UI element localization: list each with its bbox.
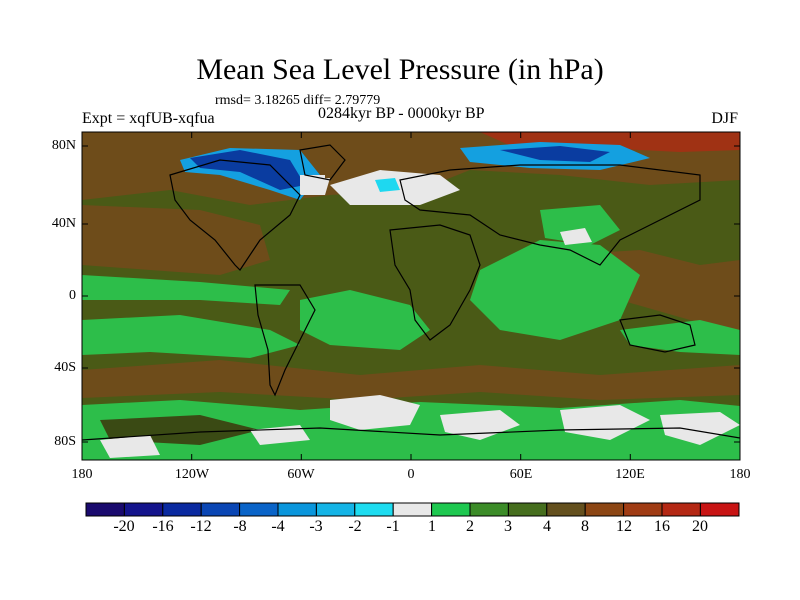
x-label-60e: 60E xyxy=(509,467,533,482)
field-green-south-pacific xyxy=(82,315,300,358)
y-label-0: 0 xyxy=(69,288,76,303)
colorbar-label-12: 4 xyxy=(543,518,551,535)
colorbar-swatch-10 xyxy=(431,502,471,517)
colorbar-label-2: -16 xyxy=(152,518,174,535)
field-green-tasman xyxy=(620,320,740,355)
x-label-120e: 120E xyxy=(615,467,645,482)
field-green-south-atlantic xyxy=(300,290,430,350)
colorbar-label-9: 1 xyxy=(428,518,436,535)
colorbar-swatch-7 xyxy=(315,502,356,517)
x-label-120w: 120W xyxy=(174,467,210,482)
coast-greenland xyxy=(299,144,346,181)
colorbar-swatch-1 xyxy=(85,502,125,517)
period-label: 0284kyr BP - 0000kyr BP xyxy=(318,105,485,122)
colorbar-swatch-3 xyxy=(162,502,202,517)
coastlines xyxy=(82,144,740,441)
field-white-amundsen xyxy=(100,435,160,458)
colorbar-swatch-13 xyxy=(546,502,586,517)
coast-africa xyxy=(389,224,481,341)
colorbar-swatch-11 xyxy=(469,502,509,517)
field-white-ross xyxy=(660,412,740,445)
colorbar-label-1: -20 xyxy=(113,518,135,535)
colorbar xyxy=(85,502,740,517)
x-label-60w: 60W xyxy=(287,467,315,482)
y-label-80n: 80N xyxy=(51,138,76,153)
colorbar-label-6: -3 xyxy=(309,518,323,535)
map-field xyxy=(82,132,740,460)
colorbar-swatch-6 xyxy=(277,502,317,517)
colorbar-swatch-12 xyxy=(507,502,548,517)
field-green-indian xyxy=(470,240,640,340)
colorbar-swatch-8 xyxy=(354,502,394,517)
coast-south-america xyxy=(254,284,316,397)
coast-australia xyxy=(619,314,696,353)
colorbar-swatch-16 xyxy=(661,502,701,517)
colorbar-swatch-14 xyxy=(584,502,625,517)
field-green-asia xyxy=(540,205,620,245)
field-white-baffin xyxy=(300,175,325,195)
field-cyan-north-atlantic xyxy=(375,178,400,192)
colorbar-label-16: 20 xyxy=(692,518,708,535)
colorbar-swatch-5 xyxy=(239,502,279,517)
x-label-0: 0 xyxy=(407,467,415,482)
coast-antarctica xyxy=(82,427,740,441)
colorbar-label-15: 16 xyxy=(654,518,670,535)
y-label-40n: 40N xyxy=(51,216,76,231)
colorbar-label-7: -2 xyxy=(348,518,362,535)
y-label-40s: 40S xyxy=(54,360,76,375)
experiment-label: Expt = xqfUB-xqfua xyxy=(82,110,215,127)
colorbar-swatch-2 xyxy=(123,502,164,517)
field-white-weddell xyxy=(330,395,420,430)
colorbar-label-10: 2 xyxy=(466,518,474,535)
colorbar-label-3: -12 xyxy=(190,518,212,535)
x-label-180-right: 180 xyxy=(729,467,751,482)
colorbar-label-4: -8 xyxy=(233,518,247,535)
field-darkblue-siberia xyxy=(500,146,610,162)
colorbar-swatch-17 xyxy=(699,502,740,517)
colorbar-label-13: 8 xyxy=(581,518,589,535)
colorbar-swatch-15 xyxy=(623,502,663,517)
coast-north-america xyxy=(169,159,301,271)
map-title: Mean Sea Level Pressure (in hPa) xyxy=(196,53,604,86)
field-white-tibet xyxy=(560,228,592,245)
colorbar-swatch-9 xyxy=(392,502,433,517)
colorbar-swatch-4 xyxy=(200,502,241,517)
season-label: DJF xyxy=(711,110,738,127)
field-brown-pacific xyxy=(82,205,270,275)
y-label-80s: 80S xyxy=(54,434,76,449)
colorbar-label-14: 12 xyxy=(616,518,632,535)
colorbar-label-5: -4 xyxy=(271,518,285,535)
stats-label: rmsd= 3.18265 diff= 2.79779 xyxy=(215,93,381,108)
x-label-180-left: 180 xyxy=(71,467,93,482)
field-white-south-indian-b xyxy=(560,405,650,440)
coast-eurasia xyxy=(399,164,701,266)
field-green-equatorial xyxy=(82,275,290,305)
colorbar-label-11: 3 xyxy=(504,518,512,535)
axis-ticks xyxy=(81,132,741,460)
field-brown-southern-band xyxy=(82,360,740,400)
colorbar-label-8: -1 xyxy=(386,518,400,535)
